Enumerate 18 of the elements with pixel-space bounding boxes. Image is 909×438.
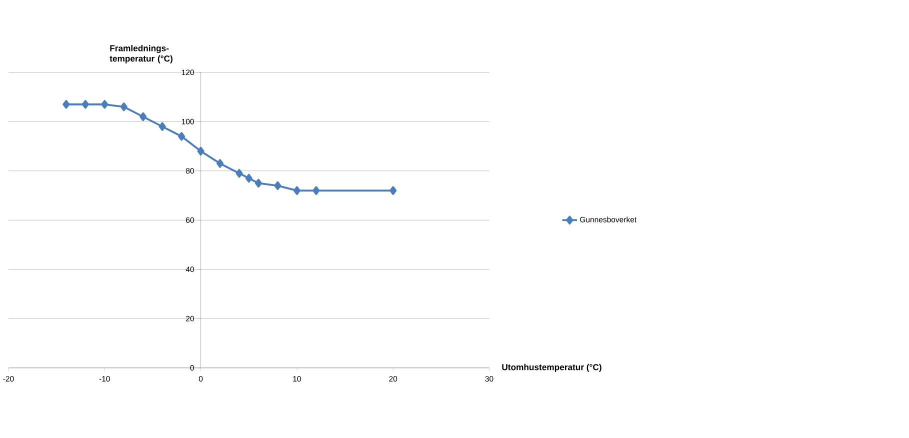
point bbox=[390, 186, 397, 196]
point bbox=[254, 178, 262, 188]
point bbox=[245, 174, 252, 183]
point bbox=[178, 132, 186, 141]
y-axis-title: Framlednings-temperatur (°C) bbox=[110, 45, 172, 64]
point bbox=[101, 100, 108, 109]
point bbox=[236, 169, 243, 178]
point bbox=[293, 186, 300, 196]
x-axis-title: Utomhustemperatur (°C) bbox=[502, 364, 602, 372]
point bbox=[158, 122, 166, 132]
point bbox=[197, 146, 204, 156]
point bbox=[140, 112, 147, 122]
point bbox=[120, 102, 128, 112]
point bbox=[312, 186, 320, 196]
point bbox=[216, 159, 224, 168]
point bbox=[82, 100, 89, 109]
point bbox=[274, 181, 282, 190]
point bbox=[62, 100, 70, 109]
